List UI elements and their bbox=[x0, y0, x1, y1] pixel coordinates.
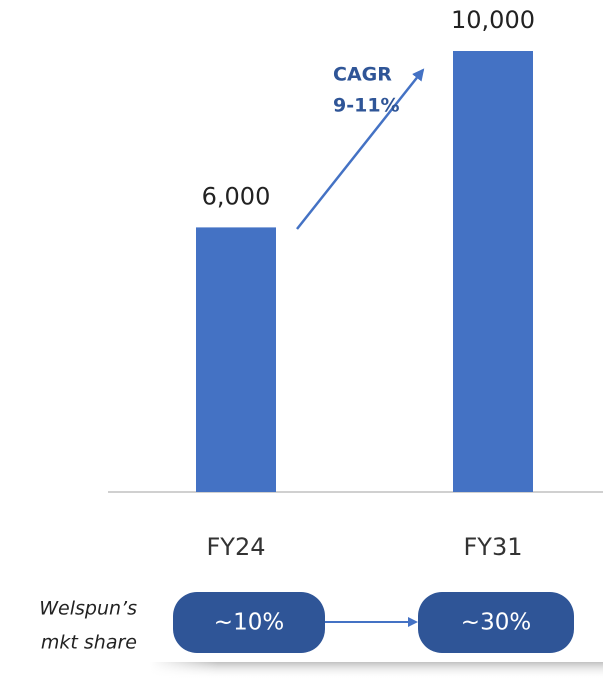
x-tick-label: FY31 bbox=[463, 533, 522, 561]
share-label: Welspun’s bbox=[39, 598, 137, 620]
share-value: ~30% bbox=[461, 610, 531, 636]
share-pill bbox=[173, 592, 325, 653]
share-value: ~10% bbox=[214, 610, 284, 636]
cagr-label: CAGR bbox=[333, 64, 392, 86]
share-pill bbox=[418, 592, 574, 653]
share-label: mkt share bbox=[41, 632, 137, 654]
value-label: 6,000 bbox=[202, 182, 271, 210]
cagr-value: 9-11% bbox=[333, 95, 400, 117]
bar bbox=[196, 227, 276, 492]
value-label: 10,000 bbox=[451, 6, 535, 34]
cagr-arrow bbox=[296, 68, 425, 230]
shadow-fade bbox=[150, 662, 603, 679]
x-tick-label: FY24 bbox=[206, 533, 265, 561]
bar bbox=[453, 51, 533, 492]
